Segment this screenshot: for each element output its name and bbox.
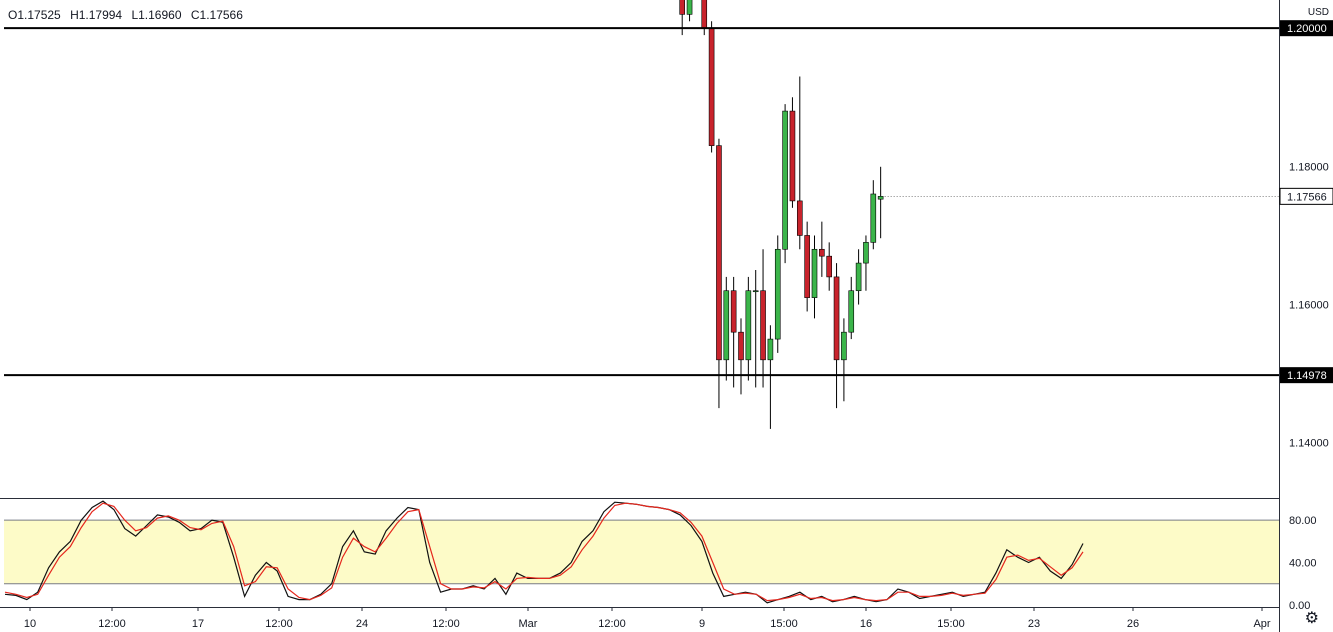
candle-body — [760, 290, 766, 361]
candle-body — [826, 255, 833, 278]
stochastic-d-line — [4, 502, 1084, 602]
oscillator-tick-label: 40.00 — [1289, 558, 1317, 570]
low-value: L1.16960 — [131, 8, 182, 22]
candle-body — [716, 145, 722, 361]
ohlc-legend: O1.17525 H1.17994 L1.16960 C1.17566 — [8, 8, 249, 22]
candle-body — [804, 235, 810, 298]
time-tick-label: 23 — [1028, 618, 1040, 630]
currency-label: USD — [1307, 7, 1329, 18]
time-tick-label: 10 — [24, 618, 36, 630]
open-value: O1.17525 — [8, 8, 61, 22]
time-tick-label: 12:00 — [598, 618, 626, 630]
candle-body — [708, 27, 715, 146]
overbought-oversold-band — [4, 520, 1279, 584]
time-tick-label: 16 — [860, 618, 872, 630]
candle-body — [848, 290, 855, 333]
time-tick-label: 15:00 — [937, 618, 965, 630]
time-tick-label: 12:00 — [265, 618, 293, 630]
candle-body — [870, 193, 877, 243]
time-tick-label: Apr — [1253, 618, 1270, 630]
price-line-label: 1.14978 — [1287, 370, 1327, 382]
oscillator-tick-label: 80.00 — [1289, 515, 1317, 527]
candle-body — [738, 331, 744, 361]
candle-body — [686, 0, 693, 15]
candle-body — [796, 200, 803, 236]
time-tick-label: 24 — [356, 618, 368, 630]
price-tick-label: 1.14000 — [1289, 438, 1329, 450]
price-line-label-bg — [1280, 20, 1333, 37]
oscillator-tick-label: 0.00 — [1289, 600, 1310, 612]
last-price-label: 1.17566 — [1287, 191, 1327, 203]
time-tick-label: 12:00 — [98, 618, 126, 630]
candle-body — [701, 0, 708, 29]
time-tick-label: 17 — [192, 618, 204, 630]
gear-icon[interactable]: ⚙ — [1304, 610, 1319, 627]
candle-body — [863, 242, 869, 264]
time-tick-label: 26 — [1127, 618, 1139, 630]
candle-body — [782, 110, 788, 250]
time-tick-label: 12:00 — [432, 618, 460, 630]
time-tick-label: 9 — [699, 618, 705, 630]
candle-body — [723, 290, 730, 361]
candle-body — [855, 262, 862, 292]
candle-body — [819, 248, 825, 257]
candle-body — [730, 290, 737, 333]
candle-body — [877, 196, 884, 200]
time-tick-label: Mar — [519, 618, 538, 630]
high-value: H1.17994 — [70, 8, 123, 22]
candle-body — [767, 338, 774, 361]
last-price-label-bg — [1279, 187, 1333, 205]
candle-body — [774, 248, 781, 340]
candle-body — [841, 331, 847, 361]
close-value: C1.17566 — [190, 8, 243, 22]
candle-body — [789, 110, 796, 202]
price-line-label: 1.20000 — [1287, 23, 1327, 35]
price-tick-label: 1.16000 — [1289, 300, 1329, 312]
candle-body — [833, 276, 840, 361]
price-line-label-bg — [1280, 367, 1333, 384]
candle-body — [811, 248, 818, 298]
price-tick-label: 1.18000 — [1289, 161, 1329, 173]
candle-body — [679, 0, 686, 15]
candle-body — [745, 290, 752, 361]
candle-body — [752, 290, 759, 293]
time-tick-label: 15:00 — [770, 618, 798, 630]
